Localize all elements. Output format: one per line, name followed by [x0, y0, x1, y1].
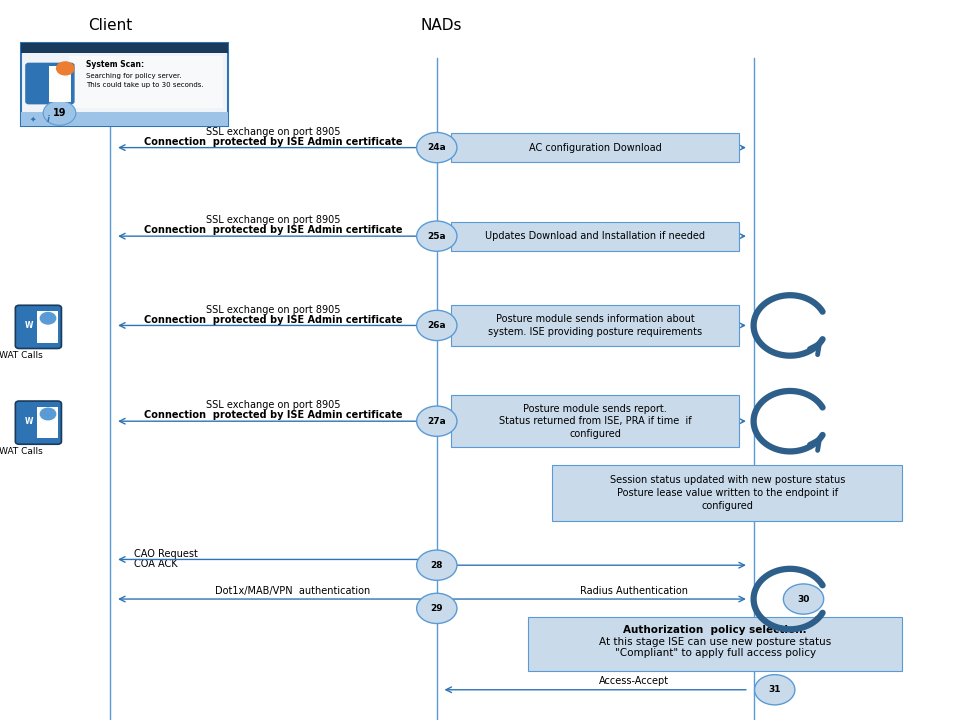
- FancyBboxPatch shape: [15, 305, 61, 348]
- FancyBboxPatch shape: [451, 395, 739, 447]
- Text: SSL exchange on port 8905: SSL exchange on port 8905: [206, 400, 341, 410]
- Circle shape: [417, 221, 457, 251]
- Circle shape: [755, 675, 795, 705]
- FancyBboxPatch shape: [37, 311, 58, 343]
- Circle shape: [417, 406, 457, 436]
- Text: COA ACK: COA ACK: [134, 559, 178, 569]
- FancyBboxPatch shape: [21, 43, 228, 53]
- Circle shape: [40, 408, 56, 420]
- Text: Authorization  policy selection.: Authorization policy selection.: [623, 625, 807, 635]
- Text: 31: 31: [768, 685, 781, 694]
- FancyBboxPatch shape: [37, 407, 58, 438]
- Text: 29: 29: [430, 604, 444, 613]
- FancyBboxPatch shape: [69, 56, 223, 108]
- Text: NADs: NADs: [420, 18, 463, 32]
- Circle shape: [417, 310, 457, 341]
- Text: CAO Request: CAO Request: [134, 549, 199, 559]
- Text: 28: 28: [430, 561, 444, 570]
- Text: W: W: [25, 417, 33, 426]
- FancyBboxPatch shape: [21, 43, 228, 126]
- Text: Session status updated with new posture status
Posture lease value written to th: Session status updated with new posture …: [610, 475, 845, 511]
- Text: Connection  protected by ISE Admin certificate: Connection protected by ISE Admin certif…: [144, 137, 403, 147]
- Text: System Scan:: System Scan:: [86, 60, 145, 69]
- Text: ✦: ✦: [30, 115, 36, 124]
- Text: SSL exchange on port 8905: SSL exchange on port 8905: [206, 127, 341, 137]
- Text: 27a: 27a: [427, 417, 446, 426]
- Text: 26a: 26a: [427, 321, 446, 330]
- Circle shape: [40, 312, 56, 324]
- Text: OPSWAT Calls: OPSWAT Calls: [0, 351, 42, 360]
- Text: Radius Authentication: Radius Authentication: [580, 586, 687, 596]
- Text: Connection  protected by ISE Admin certificate: Connection protected by ISE Admin certif…: [144, 225, 403, 235]
- FancyBboxPatch shape: [21, 112, 228, 126]
- Circle shape: [57, 62, 74, 75]
- Text: Connection  protected by ISE Admin certificate: Connection protected by ISE Admin certif…: [144, 315, 403, 325]
- Text: This could take up to 30 seconds.: This could take up to 30 seconds.: [86, 82, 204, 88]
- Text: 30: 30: [798, 595, 809, 603]
- Text: Updates Download and Installation if needed: Updates Download and Installation if nee…: [485, 231, 706, 241]
- Text: SSL exchange on port 8905: SSL exchange on port 8905: [206, 305, 341, 315]
- Text: 25a: 25a: [427, 232, 446, 240]
- Text: OPSWAT Calls: OPSWAT Calls: [0, 447, 42, 456]
- FancyBboxPatch shape: [15, 401, 61, 444]
- Text: W: W: [25, 321, 33, 330]
- Text: Posture module sends information about
system. ISE providing posture requirement: Posture module sends information about s…: [488, 314, 703, 337]
- Text: At this stage ISE can use new posture status: At this stage ISE can use new posture st…: [599, 636, 831, 647]
- Text: 19: 19: [53, 108, 66, 118]
- Text: Client: Client: [88, 18, 132, 32]
- Text: Posture module sends report.
Status returned from ISE, PRA if time  if
configure: Posture module sends report. Status retu…: [499, 404, 691, 438]
- Circle shape: [43, 101, 76, 125]
- FancyBboxPatch shape: [49, 66, 71, 102]
- Circle shape: [417, 593, 457, 624]
- FancyBboxPatch shape: [528, 617, 902, 671]
- Text: Connection  protected by ISE Admin certificate: Connection protected by ISE Admin certif…: [144, 410, 403, 420]
- Text: Dot1x/MAB/VPN  authentication: Dot1x/MAB/VPN authentication: [215, 586, 371, 596]
- Text: AC configuration Download: AC configuration Download: [529, 143, 661, 153]
- FancyBboxPatch shape: [451, 305, 739, 346]
- Text: 24a: 24a: [427, 143, 446, 152]
- FancyBboxPatch shape: [552, 465, 902, 521]
- FancyBboxPatch shape: [451, 222, 739, 251]
- Text: SSL exchange on port 8905: SSL exchange on port 8905: [206, 215, 341, 225]
- Text: Access-Accept: Access-Accept: [598, 676, 669, 686]
- Text: i: i: [47, 115, 49, 124]
- FancyBboxPatch shape: [26, 63, 74, 104]
- FancyBboxPatch shape: [451, 133, 739, 162]
- Circle shape: [783, 584, 824, 614]
- Circle shape: [417, 132, 457, 163]
- Text: "Compliant" to apply full access policy: "Compliant" to apply full access policy: [614, 648, 816, 658]
- Circle shape: [417, 550, 457, 580]
- Text: Searching for policy server.: Searching for policy server.: [86, 73, 181, 78]
